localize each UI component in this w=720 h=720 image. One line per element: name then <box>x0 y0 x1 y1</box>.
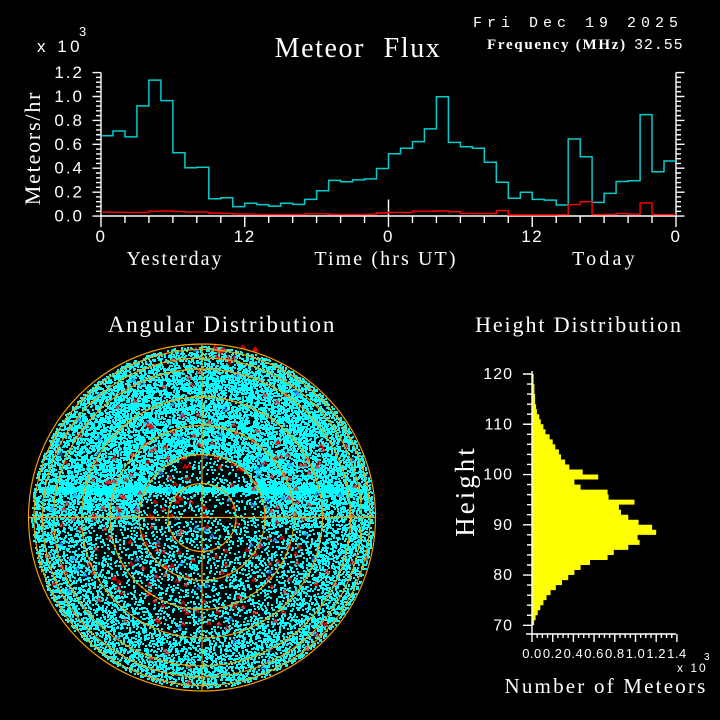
svg-text:Yesterday: Yesterday <box>126 248 223 270</box>
svg-text:0.6: 0.6 <box>584 646 604 661</box>
svg-text:0.2: 0.2 <box>543 646 563 661</box>
svg-text:0.4: 0.4 <box>564 646 584 661</box>
svg-text:Today: Today <box>572 248 638 270</box>
svg-text:1.0: 1.0 <box>626 646 646 661</box>
svg-text:Meteors/hr: Meteors/hr <box>20 91 45 206</box>
svg-text:Meteor Flux: Meteor Flux <box>275 33 442 64</box>
svg-text:12: 12 <box>521 227 543 246</box>
svg-text:0: 0 <box>96 227 107 246</box>
svg-text:0.8: 0.8 <box>605 646 625 661</box>
svg-text:70: 70 <box>493 617 513 634</box>
svg-text:1.2: 1.2 <box>54 63 84 82</box>
svg-text:3: 3 <box>704 652 710 663</box>
svg-text:Height: Height <box>450 445 480 537</box>
svg-text:0.6: 0.6 <box>54 135 84 154</box>
svg-text:Frequency (MHz): Frequency (MHz) <box>487 37 627 53</box>
svg-text:12: 12 <box>234 227 256 246</box>
svg-text:Height Distribution: Height Distribution <box>475 312 683 337</box>
svg-text:Number of Meteors: Number of Meteors <box>504 674 707 698</box>
svg-text:0: 0 <box>383 227 394 246</box>
svg-text:0.0: 0.0 <box>522 646 542 661</box>
svg-text:Fri Dec 19 2025: Fri Dec 19 2025 <box>473 15 683 32</box>
svg-text:100: 100 <box>483 467 513 484</box>
svg-text:120: 120 <box>483 366 513 383</box>
svg-text:110: 110 <box>484 416 513 433</box>
svg-text:0.2: 0.2 <box>54 183 84 202</box>
svg-text:0.0: 0.0 <box>54 207 84 226</box>
svg-text:1.0: 1.0 <box>54 87 84 106</box>
svg-text:0: 0 <box>671 227 682 246</box>
svg-text:x 10: x 10 <box>37 37 83 56</box>
svg-text:1.4: 1.4 <box>667 646 687 661</box>
svg-text:32.55: 32.55 <box>634 37 684 54</box>
svg-text:0.4: 0.4 <box>54 159 84 178</box>
svg-text:90: 90 <box>493 517 513 534</box>
svg-text:3: 3 <box>79 24 86 39</box>
svg-text:0.8: 0.8 <box>54 111 84 130</box>
svg-text:80: 80 <box>493 567 513 584</box>
svg-text:x 10: x 10 <box>677 661 708 675</box>
svg-text:Angular Distribution: Angular Distribution <box>108 312 336 337</box>
svg-text:Time (hrs UT): Time (hrs UT) <box>314 248 457 270</box>
svg-text:1.2: 1.2 <box>646 646 666 661</box>
